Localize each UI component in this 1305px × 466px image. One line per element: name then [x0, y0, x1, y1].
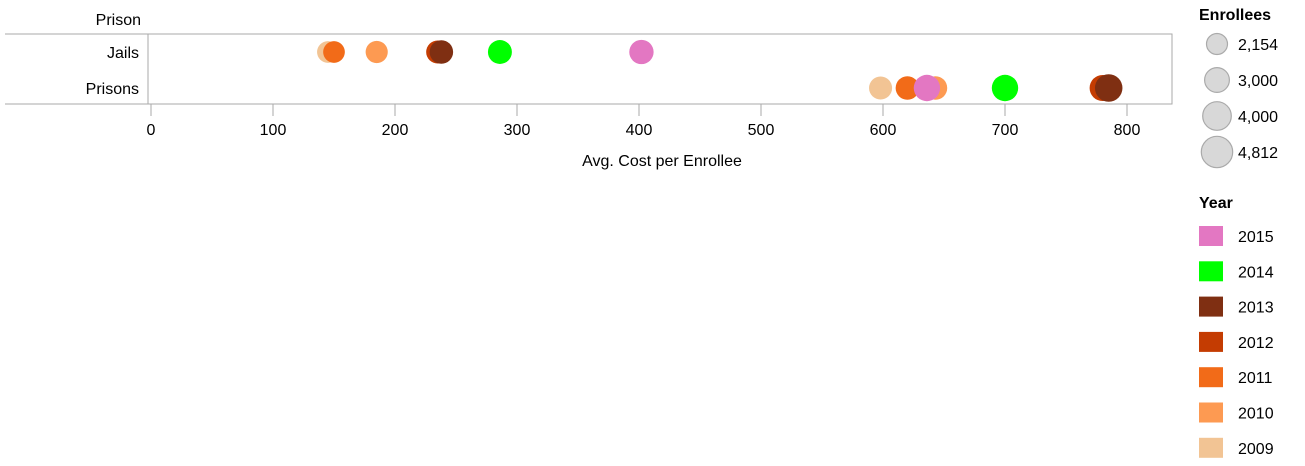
- year-legend-label: 2011: [1238, 370, 1273, 387]
- size-legend-label: 4,812: [1238, 145, 1278, 162]
- y-tick-label: Jails: [107, 45, 139, 62]
- y-tick-label: Prisons: [86, 81, 139, 98]
- data-point-prisons-2013[interactable]: [1094, 74, 1123, 102]
- year-legend-label: 2014: [1238, 264, 1274, 281]
- data-point-jails-2013[interactable]: [429, 40, 454, 64]
- x-tick-label: 200: [382, 122, 409, 139]
- size-legend-label: 3,000: [1238, 73, 1278, 90]
- size-legend-swatch: [1200, 135, 1234, 169]
- year-legend-label: 2015: [1238, 229, 1274, 246]
- color-legend-items: 2015 2014 2013 2012 2011 2010 2009: [1199, 226, 1274, 458]
- x-axis-title: Avg. Cost per Enrollee: [582, 153, 742, 170]
- year-legend-swatch: [1199, 437, 1223, 458]
- data-point-prisons-2009[interactable]: [869, 76, 893, 100]
- size-legend-label: 4,000: [1238, 109, 1278, 126]
- data-point-jails-2011[interactable]: [323, 41, 345, 63]
- x-tick-label: 0: [147, 122, 156, 139]
- x-tick-label: 700: [992, 122, 1019, 139]
- year-legend-label: 2012: [1238, 335, 1274, 352]
- year-legend-label: 2009: [1238, 441, 1274, 458]
- size-legend-title: Enrollees: [1199, 7, 1271, 24]
- size-legend-label: 2,154: [1238, 37, 1278, 54]
- year-legend-label: 2013: [1238, 300, 1274, 317]
- x-tick-label: 300: [504, 122, 531, 139]
- year-legend-swatch: [1199, 261, 1223, 282]
- year-legend-swatch: [1199, 296, 1223, 317]
- x-tick-label: 500: [748, 122, 775, 139]
- y-axis-labels: Jails Prisons: [86, 45, 139, 98]
- year-legend-swatch: [1199, 367, 1223, 388]
- data-points: [317, 39, 1123, 102]
- data-point-prisons-2011[interactable]: [895, 76, 920, 100]
- size-legend-items: 2,154 3,000 4,000 4,812: [1200, 32, 1278, 169]
- color-legend: Year 2015 2014 2013 2012 2011 2010 2009: [1199, 195, 1274, 458]
- data-point-prisons-2014[interactable]: [991, 74, 1019, 102]
- x-axis: 0 100 200 300 400 500 600 700 800: [147, 103, 1172, 139]
- color-legend-title: Year: [1199, 195, 1233, 212]
- plot-area: Prison Jails Prisons 0 100 200 300 400 500 600 7…: [5, 12, 1173, 170]
- year-legend-swatch: [1199, 331, 1223, 352]
- x-tick-label: 800: [1114, 122, 1141, 139]
- x-tick-label: 400: [626, 122, 653, 139]
- size-legend: Enrollees 2,154 3,000 4,000 4,812: [1199, 7, 1278, 169]
- plot-frame: [147, 33, 1173, 105]
- x-tick-label: 100: [260, 122, 287, 139]
- data-point-jails-2015[interactable]: [629, 39, 654, 65]
- data-point-prisons-2015[interactable]: [913, 74, 941, 102]
- size-legend-swatch: [1202, 101, 1232, 131]
- year-legend-label: 2010: [1238, 406, 1274, 423]
- size-legend-swatch: [1205, 32, 1229, 56]
- x-tick-label: 600: [870, 122, 897, 139]
- data-point-jails-2010[interactable]: [365, 40, 388, 64]
- size-legend-swatch: [1204, 67, 1230, 93]
- y-axis-title: Prison: [96, 12, 141, 29]
- year-legend-swatch: [1199, 402, 1223, 423]
- year-legend-swatch: [1199, 226, 1223, 246]
- data-point-jails-2014[interactable]: [487, 40, 512, 64]
